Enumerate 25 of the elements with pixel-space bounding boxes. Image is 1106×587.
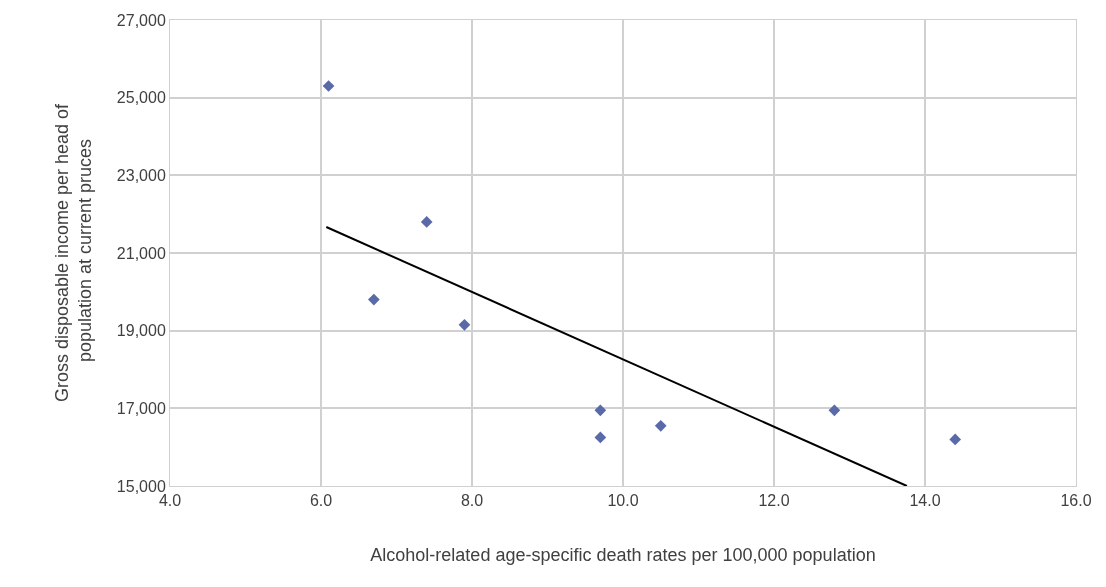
y-tick-label: 19,000 [116, 322, 166, 340]
x-tick-label: 8.0 [460, 492, 484, 510]
point [594, 431, 607, 444]
point [322, 80, 335, 92]
point [828, 404, 841, 417]
y-tick-label: 17,000 [116, 399, 166, 417]
y-tick-label: 21,000 [116, 244, 166, 262]
x-tick-label: 16.0 [1060, 492, 1092, 510]
y-tick-label: 23,000 [116, 166, 166, 184]
point [949, 433, 962, 446]
x-axis-title: Alcohol-related age-specific death rates per 100,000 population [370, 545, 876, 566]
x-tick-label: 10.0 [607, 492, 639, 510]
x-tick-label: 4.0 [158, 492, 182, 510]
x-tick-label: 12.0 [758, 492, 790, 510]
y-tick-label: 25,000 [116, 89, 166, 107]
y-tick-label: 27,000 [116, 11, 166, 29]
point [368, 293, 380, 306]
point [654, 419, 667, 432]
x-tick-label: 14.0 [909, 492, 941, 510]
y-tick-label: 15,000 [116, 477, 166, 495]
point [458, 318, 471, 331]
point [594, 404, 607, 417]
y-axis-title: Gross disposable income per head of population at current pruces [51, 102, 96, 403]
point [420, 216, 433, 228]
x-tick-label: 6.0 [309, 492, 333, 510]
